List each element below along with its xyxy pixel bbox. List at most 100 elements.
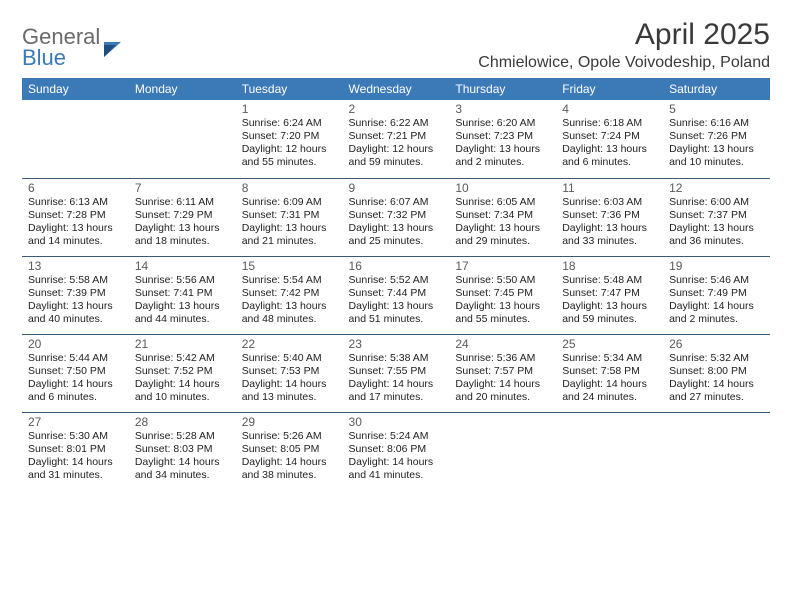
brand-blue: Blue xyxy=(22,47,100,69)
day-number: 5 xyxy=(669,102,764,116)
day-info: Sunrise: 5:50 AMSunset: 7:45 PMDaylight:… xyxy=(455,274,550,327)
info-day2: and 2 minutes. xyxy=(455,156,550,169)
info-day2: and 25 minutes. xyxy=(349,235,444,248)
calendar-cell xyxy=(449,412,556,490)
day-number: 14 xyxy=(135,259,230,273)
info-day1: Daylight: 14 hours xyxy=(28,378,123,391)
day-info: Sunrise: 6:24 AMSunset: 7:20 PMDaylight:… xyxy=(242,117,337,170)
day-info: Sunrise: 6:09 AMSunset: 7:31 PMDaylight:… xyxy=(242,196,337,249)
day-info: Sunrise: 6:13 AMSunset: 7:28 PMDaylight:… xyxy=(28,196,123,249)
dayname-monday: Monday xyxy=(129,78,236,100)
calendar-table: Sunday Monday Tuesday Wednesday Thursday… xyxy=(22,78,770,490)
day-number: 6 xyxy=(28,181,123,195)
info-sunrise: Sunrise: 5:24 AM xyxy=(349,430,444,443)
calendar-cell xyxy=(556,412,663,490)
info-day2: and 6 minutes. xyxy=(28,391,123,404)
day-number: 11 xyxy=(562,181,657,195)
info-day2: and 17 minutes. xyxy=(349,391,444,404)
info-sunset: Sunset: 8:03 PM xyxy=(135,443,230,456)
info-day2: and 48 minutes. xyxy=(242,313,337,326)
day-number: 2 xyxy=(349,102,444,116)
day-info: Sunrise: 5:52 AMSunset: 7:44 PMDaylight:… xyxy=(349,274,444,327)
brand-text: General Blue xyxy=(22,26,100,69)
calendar-week: 20Sunrise: 5:44 AMSunset: 7:50 PMDayligh… xyxy=(22,334,770,412)
calendar-cell: 11Sunrise: 6:03 AMSunset: 7:36 PMDayligh… xyxy=(556,178,663,256)
calendar-cell: 25Sunrise: 5:34 AMSunset: 7:58 PMDayligh… xyxy=(556,334,663,412)
info-sunset: Sunset: 7:39 PM xyxy=(28,287,123,300)
info-sunrise: Sunrise: 6:22 AM xyxy=(349,117,444,130)
info-day1: Daylight: 13 hours xyxy=(28,300,123,313)
dayname-saturday: Saturday xyxy=(663,78,770,100)
info-sunrise: Sunrise: 5:58 AM xyxy=(28,274,123,287)
day-number: 19 xyxy=(669,259,764,273)
info-sunrise: Sunrise: 5:56 AM xyxy=(135,274,230,287)
info-day1: Daylight: 14 hours xyxy=(28,456,123,469)
dayname-thursday: Thursday xyxy=(449,78,556,100)
info-sunset: Sunset: 8:01 PM xyxy=(28,443,123,456)
calendar-cell: 9Sunrise: 6:07 AMSunset: 7:32 PMDaylight… xyxy=(343,178,450,256)
day-number: 21 xyxy=(135,337,230,351)
calendar-cell: 29Sunrise: 5:26 AMSunset: 8:05 PMDayligh… xyxy=(236,412,343,490)
info-day1: Daylight: 13 hours xyxy=(562,143,657,156)
day-info: Sunrise: 5:24 AMSunset: 8:06 PMDaylight:… xyxy=(349,430,444,483)
calendar-header-row: Sunday Monday Tuesday Wednesday Thursday… xyxy=(22,78,770,100)
info-sunset: Sunset: 7:26 PM xyxy=(669,130,764,143)
info-sunrise: Sunrise: 5:26 AM xyxy=(242,430,337,443)
calendar-cell: 5Sunrise: 6:16 AMSunset: 7:26 PMDaylight… xyxy=(663,100,770,178)
info-day1: Daylight: 14 hours xyxy=(242,378,337,391)
day-number: 7 xyxy=(135,181,230,195)
info-day2: and 2 minutes. xyxy=(669,313,764,326)
info-sunrise: Sunrise: 6:16 AM xyxy=(669,117,764,130)
day-number: 28 xyxy=(135,415,230,429)
calendar-cell: 1Sunrise: 6:24 AMSunset: 7:20 PMDaylight… xyxy=(236,100,343,178)
calendar-cell: 13Sunrise: 5:58 AMSunset: 7:39 PMDayligh… xyxy=(22,256,129,334)
info-sunset: Sunset: 7:50 PM xyxy=(28,365,123,378)
info-day1: Daylight: 13 hours xyxy=(349,222,444,235)
info-day2: and 41 minutes. xyxy=(349,469,444,482)
info-sunset: Sunset: 7:55 PM xyxy=(349,365,444,378)
info-sunrise: Sunrise: 5:44 AM xyxy=(28,352,123,365)
info-day2: and 20 minutes. xyxy=(455,391,550,404)
day-info: Sunrise: 6:22 AMSunset: 7:21 PMDaylight:… xyxy=(349,117,444,170)
info-sunset: Sunset: 7:42 PM xyxy=(242,287,337,300)
info-sunrise: Sunrise: 5:42 AM xyxy=(135,352,230,365)
info-day1: Daylight: 14 hours xyxy=(455,378,550,391)
info-sunrise: Sunrise: 5:40 AM xyxy=(242,352,337,365)
location-subtitle: Chmielowice, Opole Voivodeship, Poland xyxy=(478,54,770,72)
info-sunset: Sunset: 7:41 PM xyxy=(135,287,230,300)
day-info: Sunrise: 5:38 AMSunset: 7:55 PMDaylight:… xyxy=(349,352,444,405)
info-sunset: Sunset: 8:05 PM xyxy=(242,443,337,456)
info-day2: and 55 minutes. xyxy=(455,313,550,326)
info-sunset: Sunset: 7:34 PM xyxy=(455,209,550,222)
info-sunrise: Sunrise: 6:18 AM xyxy=(562,117,657,130)
calendar-cell: 7Sunrise: 6:11 AMSunset: 7:29 PMDaylight… xyxy=(129,178,236,256)
info-day1: Daylight: 13 hours xyxy=(669,222,764,235)
info-day2: and 36 minutes. xyxy=(669,235,764,248)
day-number: 10 xyxy=(455,181,550,195)
day-number: 18 xyxy=(562,259,657,273)
info-sunrise: Sunrise: 5:52 AM xyxy=(349,274,444,287)
day-number: 27 xyxy=(28,415,123,429)
info-day1: Daylight: 13 hours xyxy=(455,143,550,156)
calendar-cell: 16Sunrise: 5:52 AMSunset: 7:44 PMDayligh… xyxy=(343,256,450,334)
info-day1: Daylight: 13 hours xyxy=(242,222,337,235)
day-info: Sunrise: 5:56 AMSunset: 7:41 PMDaylight:… xyxy=(135,274,230,327)
info-day1: Daylight: 13 hours xyxy=(135,300,230,313)
info-sunset: Sunset: 7:32 PM xyxy=(349,209,444,222)
info-sunset: Sunset: 7:53 PM xyxy=(242,365,337,378)
info-day1: Daylight: 14 hours xyxy=(349,378,444,391)
day-info: Sunrise: 5:58 AMSunset: 7:39 PMDaylight:… xyxy=(28,274,123,327)
day-info: Sunrise: 5:30 AMSunset: 8:01 PMDaylight:… xyxy=(28,430,123,483)
flag-icon xyxy=(103,39,125,59)
info-day1: Daylight: 14 hours xyxy=(562,378,657,391)
calendar-cell: 15Sunrise: 5:54 AMSunset: 7:42 PMDayligh… xyxy=(236,256,343,334)
info-day1: Daylight: 14 hours xyxy=(135,456,230,469)
day-info: Sunrise: 5:26 AMSunset: 8:05 PMDaylight:… xyxy=(242,430,337,483)
calendar-cell: 4Sunrise: 6:18 AMSunset: 7:24 PMDaylight… xyxy=(556,100,663,178)
day-number: 16 xyxy=(349,259,444,273)
day-number: 25 xyxy=(562,337,657,351)
info-sunrise: Sunrise: 5:38 AM xyxy=(349,352,444,365)
day-number: 20 xyxy=(28,337,123,351)
info-day1: Daylight: 13 hours xyxy=(28,222,123,235)
info-sunset: Sunset: 7:47 PM xyxy=(562,287,657,300)
